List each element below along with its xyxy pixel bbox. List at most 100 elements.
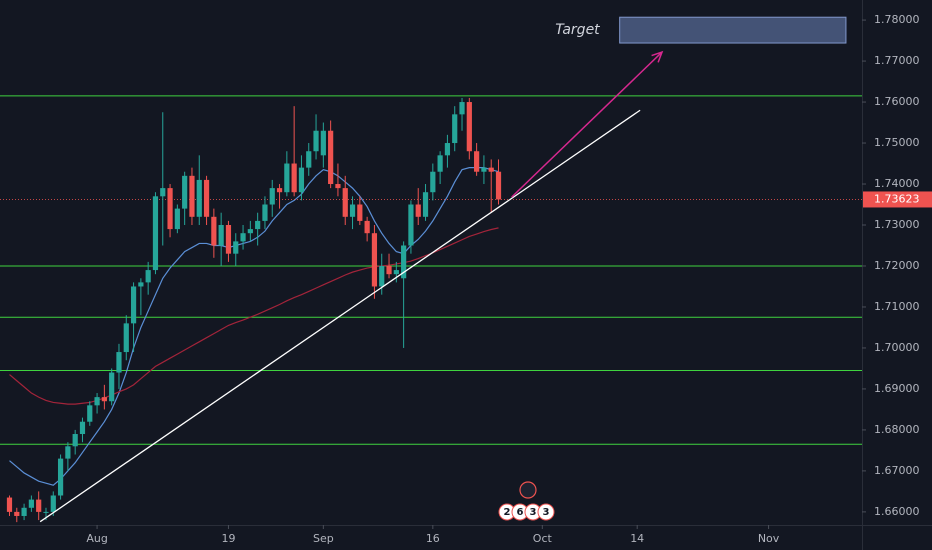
candle-body xyxy=(50,495,56,512)
target-label: Target xyxy=(555,22,600,38)
x-tick-label: 19 xyxy=(221,532,235,545)
candle-body xyxy=(415,204,421,217)
event-badge-label: 3 xyxy=(543,507,550,518)
candle-body xyxy=(357,204,363,221)
last-price-tag xyxy=(863,191,932,208)
candle-body xyxy=(189,175,195,217)
x-tick-label: Nov xyxy=(758,532,780,545)
x-tick-label: 16 xyxy=(426,532,440,545)
y-tick-label: 1.75000 xyxy=(874,136,920,149)
y-tick-label: 1.68000 xyxy=(874,423,920,436)
candle-body xyxy=(349,204,356,217)
event-badge-label: 6 xyxy=(517,507,524,518)
candle-body xyxy=(320,130,326,156)
x-tick-label: Aug xyxy=(86,532,107,545)
y-tick-label: 1.71000 xyxy=(874,300,920,313)
candle-body xyxy=(386,265,392,275)
candle-body xyxy=(328,130,334,185)
candle-body xyxy=(79,421,86,435)
candle-body xyxy=(306,151,312,168)
candle-body xyxy=(364,220,370,234)
candle-body xyxy=(466,102,472,152)
candle-body xyxy=(233,241,239,254)
candle-body xyxy=(123,323,129,353)
candle-body xyxy=(14,511,20,516)
candle-body xyxy=(203,179,210,217)
arrow-shaft xyxy=(511,51,663,198)
candle-body xyxy=(138,282,144,287)
candle-body xyxy=(408,204,414,246)
candle-body xyxy=(240,233,246,242)
candle-body xyxy=(255,220,261,230)
candle-body xyxy=(459,102,465,115)
x-tick-label: Sep xyxy=(313,532,334,545)
y-tick-label: 1.76000 xyxy=(874,95,920,108)
candle-body xyxy=(437,155,443,172)
candle-body xyxy=(101,397,107,402)
candle-body xyxy=(6,497,13,512)
candle-body xyxy=(145,270,151,283)
x-tick-label: Oct xyxy=(533,532,553,545)
candle-body xyxy=(262,204,268,221)
candle-body xyxy=(379,265,385,287)
y-tick-label: 1.69000 xyxy=(874,382,920,395)
event-badge-label: 2 xyxy=(504,507,511,518)
indicator-line xyxy=(9,167,499,486)
candle-body xyxy=(65,446,71,459)
arrow-head xyxy=(651,50,664,63)
candle-body xyxy=(488,167,494,172)
y-tick-label: 1.66000 xyxy=(874,505,920,518)
candle-body xyxy=(401,245,407,279)
candle-body xyxy=(342,188,348,217)
candle-body xyxy=(291,163,297,193)
candle-body xyxy=(422,192,429,217)
candle-body xyxy=(94,397,100,406)
candle-body xyxy=(269,188,275,205)
trend-line xyxy=(39,109,641,523)
y-tick-label: 1.74000 xyxy=(874,177,920,190)
candle-body xyxy=(87,405,93,422)
candle-body xyxy=(152,196,159,271)
candle-body xyxy=(313,130,319,152)
candle-body xyxy=(174,208,180,230)
target-box xyxy=(619,16,847,44)
candle-body xyxy=(371,233,378,287)
y-tick-label: 1.67000 xyxy=(874,464,920,477)
candle-body xyxy=(167,188,173,230)
candle-body xyxy=(43,511,49,513)
event-badge-top xyxy=(519,481,537,499)
candle-body xyxy=(28,499,34,508)
y-tick-label: 1.73000 xyxy=(874,218,920,231)
candle-body xyxy=(495,171,502,200)
y-tick-label: 1.72000 xyxy=(874,259,920,272)
candle-body xyxy=(225,225,232,254)
candle-body xyxy=(247,229,253,234)
y-tick-label: 1.78000 xyxy=(874,13,920,26)
candle-body xyxy=(196,179,202,217)
candle-body xyxy=(393,270,399,275)
candle-body xyxy=(298,167,305,193)
candle-body xyxy=(109,372,115,402)
event-badge-label: 3 xyxy=(530,507,537,518)
candle-body xyxy=(218,225,224,246)
candle-body xyxy=(444,143,451,156)
candle-body xyxy=(276,188,283,193)
last-price-label: 1.73623 xyxy=(874,192,920,205)
candle-body xyxy=(452,114,458,144)
y-tick-label: 1.77000 xyxy=(874,54,920,67)
candle-body xyxy=(335,184,341,189)
candle-body xyxy=(481,167,487,172)
candle-body xyxy=(211,216,217,246)
event-badge xyxy=(537,503,555,521)
candle-body xyxy=(474,151,480,172)
candle-body xyxy=(36,499,42,512)
candle-body xyxy=(182,175,188,209)
candle-body xyxy=(116,352,122,373)
candle-body xyxy=(57,458,64,496)
y-tick-label: 1.70000 xyxy=(874,341,920,354)
candle-body xyxy=(130,286,137,324)
candle-body xyxy=(21,507,27,516)
